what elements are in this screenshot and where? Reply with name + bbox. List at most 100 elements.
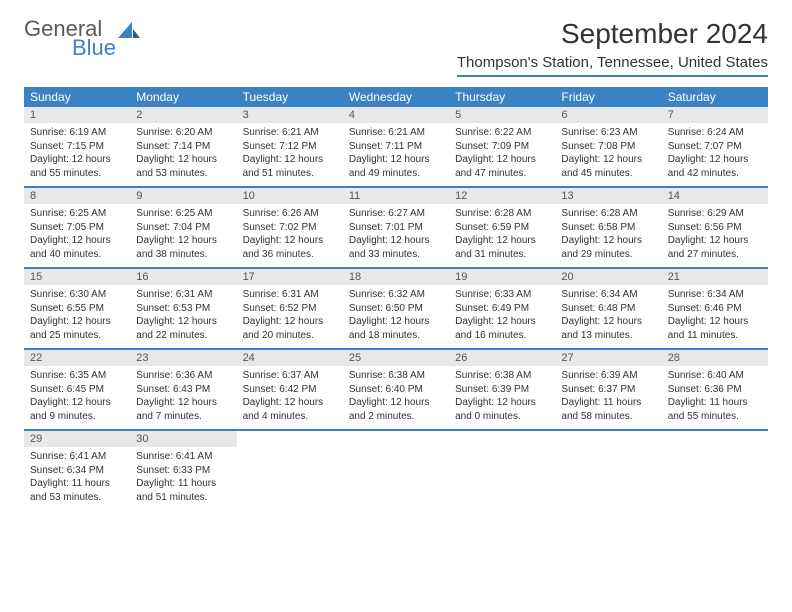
day-number: 15 <box>24 269 130 285</box>
day-number: 26 <box>449 350 555 366</box>
day-cell: 28Sunrise: 6:40 AMSunset: 6:36 PMDayligh… <box>662 349 768 430</box>
empty-cell <box>555 430 661 510</box>
daylight-line2: and 36 minutes. <box>243 248 337 262</box>
sunrise: Sunrise: 6:31 AM <box>243 288 337 302</box>
sunset: Sunset: 7:08 PM <box>561 140 655 154</box>
day-details: Sunrise: 6:37 AMSunset: 6:42 PMDaylight:… <box>237 366 343 429</box>
logo-sail-icon <box>118 20 140 40</box>
sunrise: Sunrise: 6:23 AM <box>561 126 655 140</box>
sunrise: Sunrise: 6:30 AM <box>30 288 124 302</box>
daylight-line2: and 25 minutes. <box>30 329 124 343</box>
day-cell: 4Sunrise: 6:21 AMSunset: 7:11 PMDaylight… <box>343 107 449 187</box>
day-details: Sunrise: 6:25 AMSunset: 7:04 PMDaylight:… <box>130 204 236 267</box>
sunset: Sunset: 6:48 PM <box>561 302 655 316</box>
day-details: Sunrise: 6:34 AMSunset: 6:46 PMDaylight:… <box>662 285 768 348</box>
header: General Blue September 2024 Thompson's S… <box>24 18 768 83</box>
day-details: Sunrise: 6:28 AMSunset: 6:59 PMDaylight:… <box>449 204 555 267</box>
sunset: Sunset: 7:05 PM <box>30 221 124 235</box>
daylight-line2: and 7 minutes. <box>136 410 230 424</box>
day-details: Sunrise: 6:31 AMSunset: 6:52 PMDaylight:… <box>237 285 343 348</box>
day-details: Sunrise: 6:32 AMSunset: 6:50 PMDaylight:… <box>343 285 449 348</box>
day-details: Sunrise: 6:33 AMSunset: 6:49 PMDaylight:… <box>449 285 555 348</box>
daylight-line1: Daylight: 12 hours <box>136 153 230 167</box>
sunrise: Sunrise: 6:31 AM <box>136 288 230 302</box>
day-cell: 19Sunrise: 6:33 AMSunset: 6:49 PMDayligh… <box>449 268 555 349</box>
daylight-line2: and 49 minutes. <box>349 167 443 181</box>
day-cell: 11Sunrise: 6:27 AMSunset: 7:01 PMDayligh… <box>343 187 449 268</box>
daylight-line1: Daylight: 12 hours <box>136 234 230 248</box>
sunset: Sunset: 6:58 PM <box>561 221 655 235</box>
daylight-line2: and 22 minutes. <box>136 329 230 343</box>
day-number: 18 <box>343 269 449 285</box>
daylight-line1: Daylight: 11 hours <box>561 396 655 410</box>
daylight-line2: and 2 minutes. <box>349 410 443 424</box>
day-details: Sunrise: 6:38 AMSunset: 6:40 PMDaylight:… <box>343 366 449 429</box>
day-cell: 9Sunrise: 6:25 AMSunset: 7:04 PMDaylight… <box>130 187 236 268</box>
day-number: 30 <box>130 431 236 447</box>
day-number: 11 <box>343 188 449 204</box>
day-details: Sunrise: 6:20 AMSunset: 7:14 PMDaylight:… <box>130 123 236 186</box>
daylight-line2: and 29 minutes. <box>561 248 655 262</box>
sunrise: Sunrise: 6:35 AM <box>30 369 124 383</box>
day-number: 20 <box>555 269 661 285</box>
sunrise: Sunrise: 6:24 AM <box>668 126 762 140</box>
sunrise: Sunrise: 6:29 AM <box>668 207 762 221</box>
sunset: Sunset: 7:14 PM <box>136 140 230 154</box>
empty-cell <box>343 430 449 510</box>
daylight-line1: Daylight: 12 hours <box>668 234 762 248</box>
day-number: 12 <box>449 188 555 204</box>
day-number: 24 <box>237 350 343 366</box>
sunrise: Sunrise: 6:33 AM <box>455 288 549 302</box>
day-cell: 24Sunrise: 6:37 AMSunset: 6:42 PMDayligh… <box>237 349 343 430</box>
daylight-line2: and 4 minutes. <box>243 410 337 424</box>
daylight-line2: and 55 minutes. <box>30 167 124 181</box>
daylight-line1: Daylight: 12 hours <box>243 153 337 167</box>
day-header: Wednesday <box>343 87 449 107</box>
daylight-line1: Daylight: 12 hours <box>349 153 443 167</box>
daylight-line1: Daylight: 12 hours <box>455 315 549 329</box>
day-number: 4 <box>343 107 449 123</box>
day-header: Sunday <box>24 87 130 107</box>
day-cell: 14Sunrise: 6:29 AMSunset: 6:56 PMDayligh… <box>662 187 768 268</box>
day-cell: 1Sunrise: 6:19 AMSunset: 7:15 PMDaylight… <box>24 107 130 187</box>
daylight-line1: Daylight: 12 hours <box>561 153 655 167</box>
day-header-row: Sunday Monday Tuesday Wednesday Thursday… <box>24 87 768 107</box>
day-cell: 29Sunrise: 6:41 AMSunset: 6:34 PMDayligh… <box>24 430 130 510</box>
day-number: 3 <box>237 107 343 123</box>
sunrise: Sunrise: 6:34 AM <box>668 288 762 302</box>
day-details: Sunrise: 6:26 AMSunset: 7:02 PMDaylight:… <box>237 204 343 267</box>
day-details: Sunrise: 6:25 AMSunset: 7:05 PMDaylight:… <box>24 204 130 267</box>
sunrise: Sunrise: 6:28 AM <box>561 207 655 221</box>
daylight-line1: Daylight: 11 hours <box>668 396 762 410</box>
day-number: 21 <box>662 269 768 285</box>
day-number: 28 <box>662 350 768 366</box>
daylight-line2: and 31 minutes. <box>455 248 549 262</box>
day-cell: 13Sunrise: 6:28 AMSunset: 6:58 PMDayligh… <box>555 187 661 268</box>
day-number: 27 <box>555 350 661 366</box>
day-number: 16 <box>130 269 236 285</box>
day-cell: 2Sunrise: 6:20 AMSunset: 7:14 PMDaylight… <box>130 107 236 187</box>
day-cell: 18Sunrise: 6:32 AMSunset: 6:50 PMDayligh… <box>343 268 449 349</box>
logo-text-block: General Blue <box>24 18 116 59</box>
day-details: Sunrise: 6:21 AMSunset: 7:12 PMDaylight:… <box>237 123 343 186</box>
daylight-line1: Daylight: 12 hours <box>30 396 124 410</box>
sunrise: Sunrise: 6:27 AM <box>349 207 443 221</box>
sunset: Sunset: 7:12 PM <box>243 140 337 154</box>
week-row: 22Sunrise: 6:35 AMSunset: 6:45 PMDayligh… <box>24 349 768 430</box>
sunset: Sunset: 6:59 PM <box>455 221 549 235</box>
day-header: Friday <box>555 87 661 107</box>
logo: General Blue <box>24 18 140 59</box>
day-number: 13 <box>555 188 661 204</box>
logo-accent: Blue <box>72 37 116 59</box>
sunrise: Sunrise: 6:26 AM <box>243 207 337 221</box>
sunset: Sunset: 7:15 PM <box>30 140 124 154</box>
day-cell: 7Sunrise: 6:24 AMSunset: 7:07 PMDaylight… <box>662 107 768 187</box>
sunset: Sunset: 7:01 PM <box>349 221 443 235</box>
sunset: Sunset: 6:37 PM <box>561 383 655 397</box>
day-number: 19 <box>449 269 555 285</box>
sunset: Sunset: 6:40 PM <box>349 383 443 397</box>
day-number: 23 <box>130 350 236 366</box>
daylight-line1: Daylight: 12 hours <box>243 396 337 410</box>
daylight-line1: Daylight: 12 hours <box>349 315 443 329</box>
day-number: 10 <box>237 188 343 204</box>
